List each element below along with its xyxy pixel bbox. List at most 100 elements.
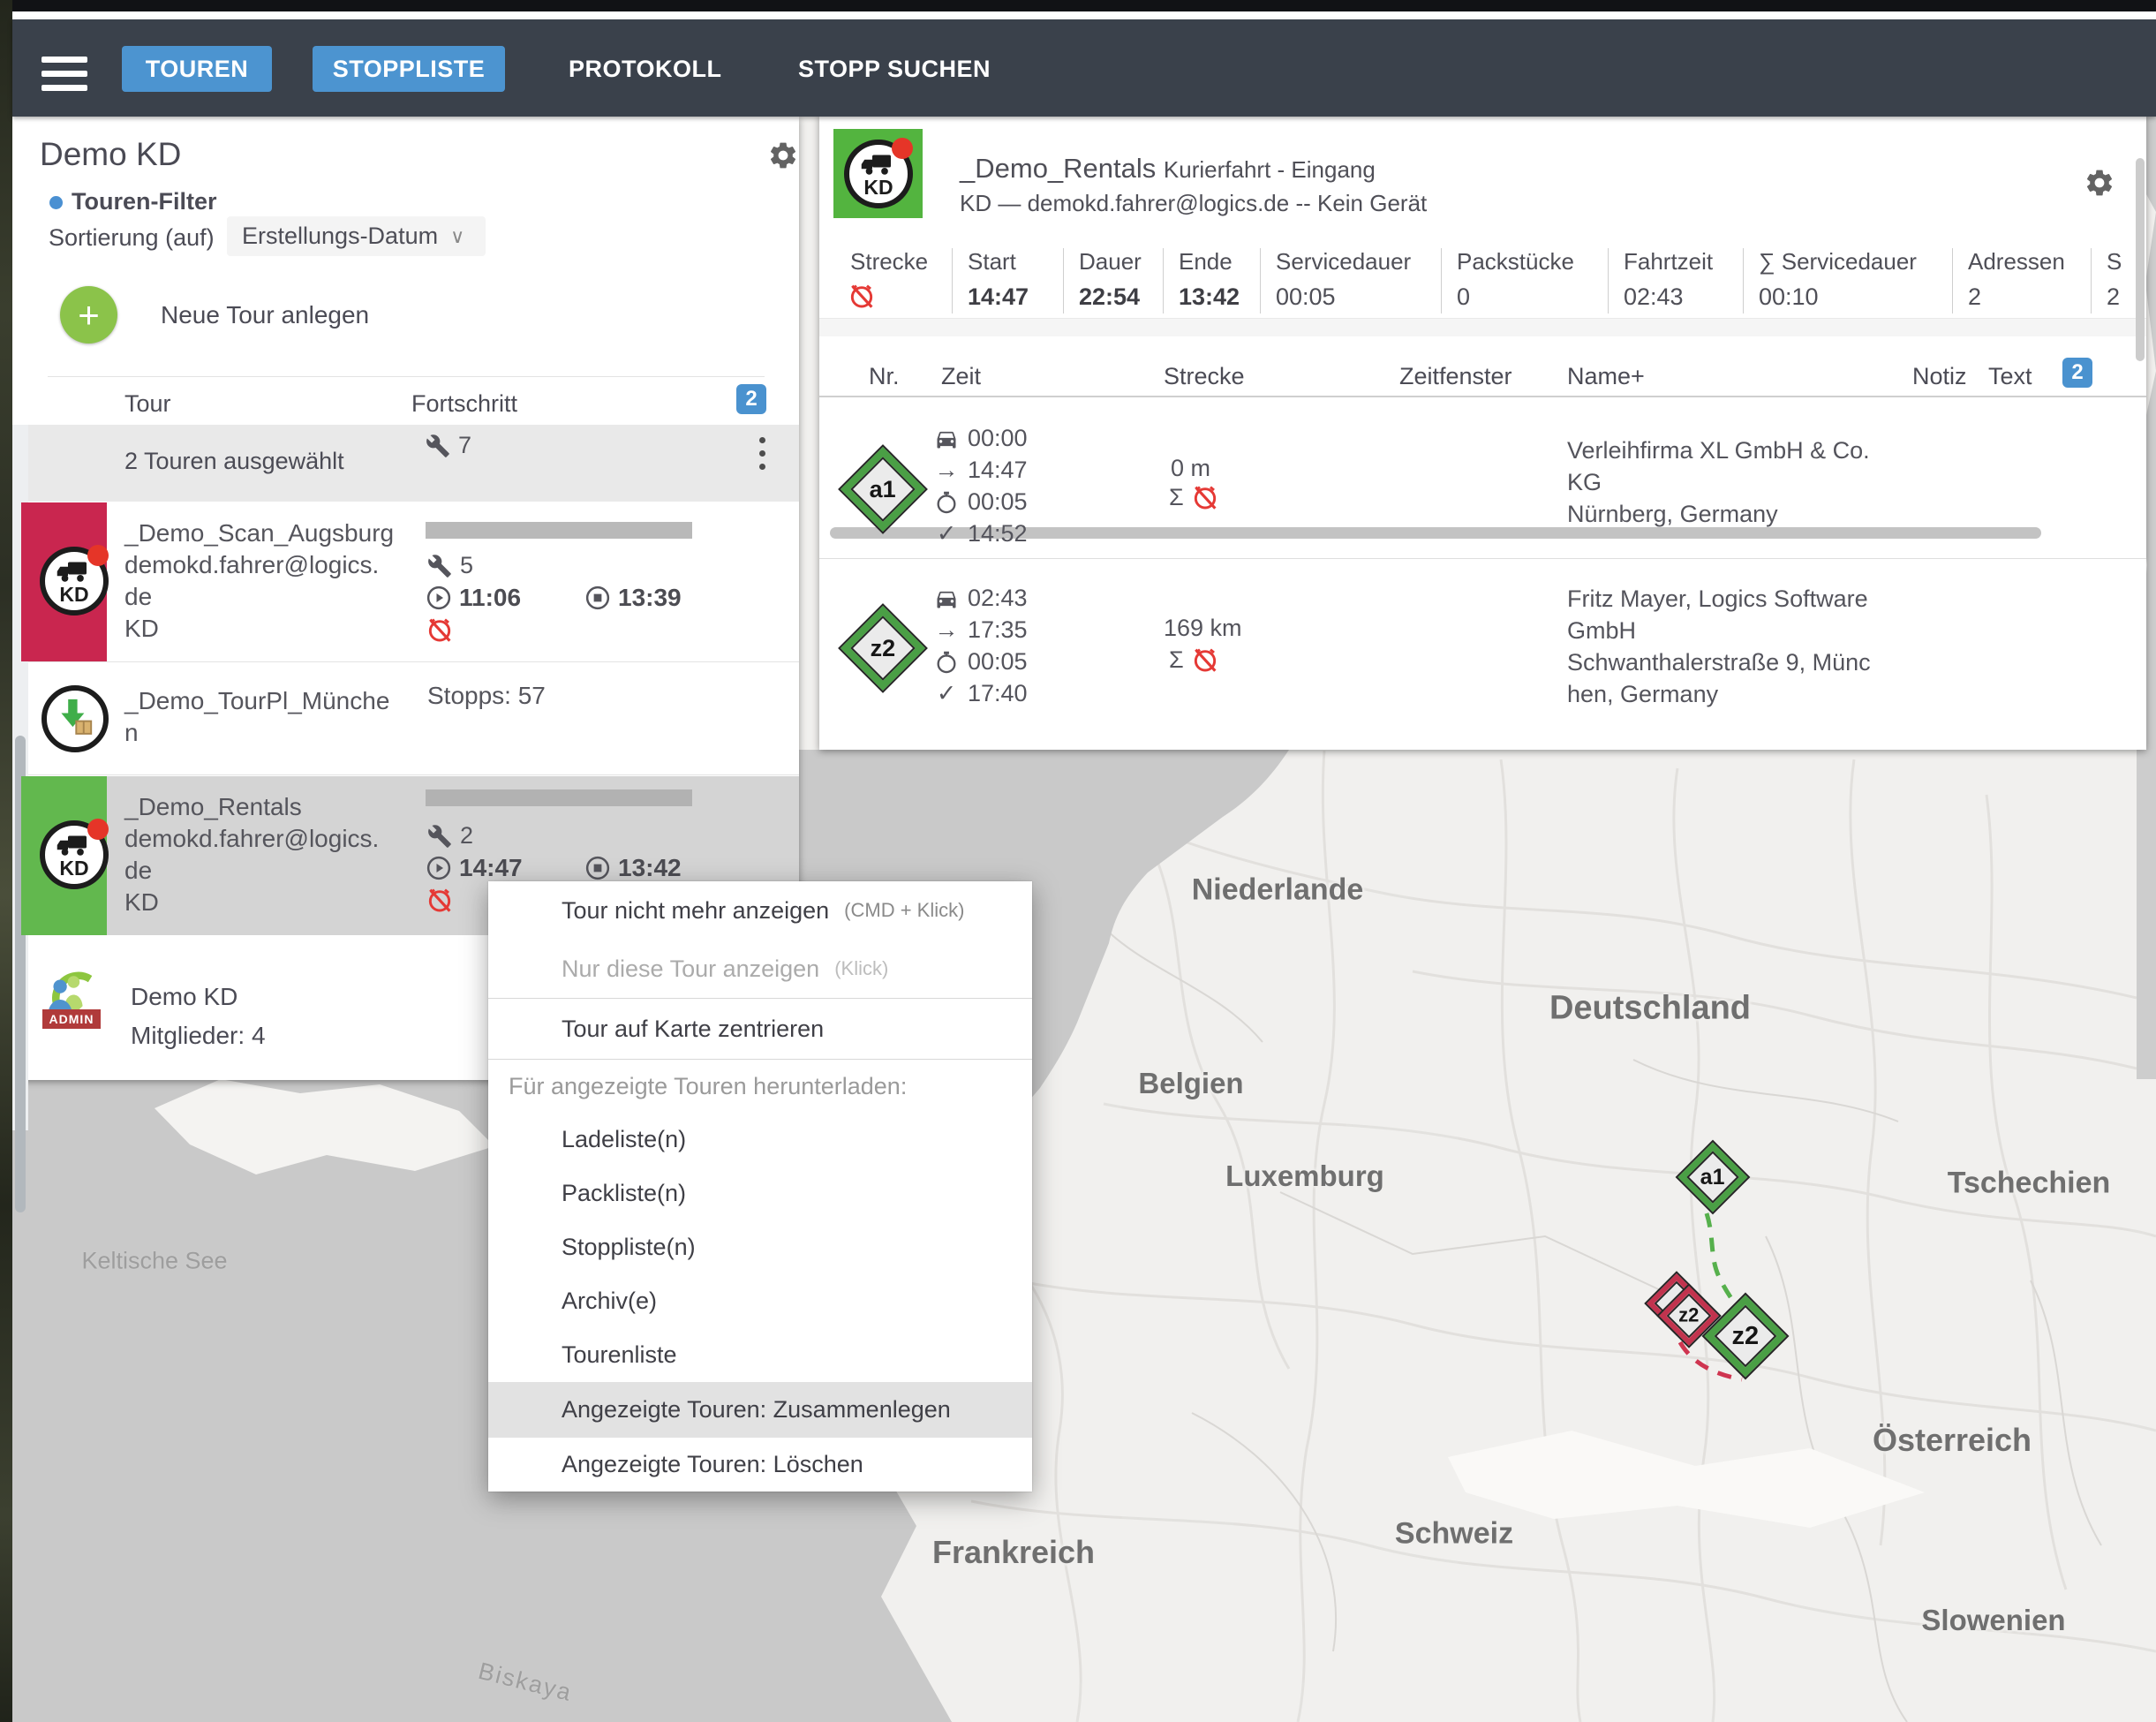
stop-name-line: Nürnberg, Germany [1567,501,1778,527]
alert-dot [87,819,109,840]
hamburger-menu-icon[interactable] [41,57,87,94]
col-zeit: Zeit [941,363,982,389]
settings-gear-icon[interactable] [767,140,799,171]
main-navbar: TOUREN STOPPLISTE PROTOKOLL STOPP SUCHEN [12,19,2156,117]
member-count: Mitglieder: 4 [131,1022,266,1049]
map-label-oesterreich: Österreich [1872,1422,2032,1458]
end-time: 13:39 [584,584,682,612]
tab-protokoll[interactable]: PROTOKOLL [569,55,722,82]
tab-touren[interactable]: TOUREN [122,46,272,92]
car-icon [937,591,956,608]
sigma-icon: Σ [1169,483,1184,510]
stat-sum-servicedauer: ∑ Servicedauer 00:10 [1744,248,1953,313]
selection-summary-row[interactable]: 2 Touren ausgewählt 7 [28,425,799,502]
divider [819,558,2146,559]
stop-distance: 169 km [1164,615,1242,641]
settings-gear-icon[interactable] [2084,167,2115,199]
tour-count-badge[interactable]: 2 [736,384,766,414]
stat-strecke: Strecke [835,248,953,313]
alert-dot [87,545,109,566]
menu-item-show-only-tour[interactable]: Nur diese Tour anzeigen (Klick) [562,955,889,982]
stop-name-line: KG [1567,469,1602,495]
stop-distance: 0 m [1171,455,1211,481]
selection-label: 2 Touren ausgewählt [124,448,344,474]
stopwatch-icon [937,491,956,513]
stop-name-line: hen, Germany [1567,681,1719,707]
import-tour-icon [41,685,109,752]
menu-item-archiv[interactable]: Archiv(e) [562,1288,658,1314]
drive-time: 02:43 [934,585,1028,612]
tour-row-demo-scan-augsburg[interactable]: KD _Demo_Scan_Augsburg demokd.fahrer@logi… [21,502,799,661]
add-tour-label[interactable]: Neue Tour anlegen [161,301,370,329]
menu-item-packliste[interactable]: Packliste(n) [562,1180,687,1206]
tab-stoppliste[interactable]: STOPPLISTE [313,46,505,92]
stat-adressen: Adressen 2 [1953,248,2092,313]
menu-item-ladeliste[interactable]: Ladeliste(n) [562,1126,687,1152]
col-nr: Nr. [869,363,900,389]
map-alps [1448,1431,1925,1528]
menu-item-merge-tours[interactable]: Angezeigte Touren: Zusammenlegen [488,1382,1032,1438]
wrench-count: 7 [426,432,471,459]
start-time: 11:06 [426,584,521,612]
menu-item-stoppliste[interactable]: Stoppliste(n) [562,1234,696,1260]
tour-context-menu: Tour nicht mehr anzeigen (CMD + Klick) N… [488,881,1032,1492]
progress-bar [426,522,692,539]
tour-row-demo-tourpl-muenchen[interactable]: _Demo_TourPl_Münche n Stopps: 57 [28,666,799,774]
add-tour-button[interactable]: + [60,286,117,344]
horizontal-scrollbar-track[interactable] [819,318,2146,539]
alarm-off-icon [1194,486,1217,510]
sum-alarm: Σ [1169,646,1219,674]
map-label-slowenien: Slowenien [1921,1604,2066,1636]
col-text: Text [1988,363,2032,389]
service-time: 00:05 [934,648,1028,676]
admin-badge: ADMIN [42,1009,101,1029]
stat-servicedauer: Servicedauer 00:05 [1261,248,1442,313]
map-land-england [155,1079,494,1174]
alarm-off-icon [428,618,451,642]
horizontal-scrollbar-thumb[interactable] [830,527,2041,539]
tab-stopp-suchen[interactable]: STOPP SUCHEN [798,55,991,82]
arrival-time: → 14:47 [934,457,1028,483]
wrench-count: 2 [427,822,473,850]
map-label-deutschland: Deutschland [1549,989,1752,1027]
menu-divider [488,998,1032,999]
stop-count-badge[interactable]: 2 [2062,358,2092,388]
touren-filter-label[interactable]: Touren-Filter [72,188,217,215]
admin-logo-icon: ADMIN [41,965,101,1029]
col-strecke: Strecke [1164,363,1245,389]
play-circle-icon [426,585,451,610]
map-label-luxemburg: Luxemburg [1225,1159,1384,1192]
detail-subtitle: Kurierfahrt - Eingang [1163,156,1376,183]
play-circle-icon [426,856,451,880]
truck-kd-avatar: KD [40,819,109,889]
alarm-off-icon [1194,648,1217,672]
sort-dropdown[interactable]: Erstellungs-Datum ∨ [227,216,486,256]
check-icon: ✓ [936,520,957,547]
menu-item-hide-tour[interactable]: Tour nicht mehr anzeigen (CMD + Klick) [562,896,965,924]
tour-list-panel: Demo KD Touren-Filter Sortierung (auf) E… [12,117,799,1212]
tour-name-block: _Demo_TourPl_Münche n [124,687,390,746]
chevron-down-icon: ∨ [450,224,465,247]
stops-count: Stopps: 57 [427,682,546,709]
menu-item-tourenliste[interactable]: Tourenliste [562,1341,677,1368]
arrow-right-icon: → [934,616,959,643]
arrow-right-icon: → [934,457,959,483]
stop-circle-icon [585,585,610,610]
tour-name-block: _Demo_Scan_Augsburg demokd.fahrer@logics.… [124,519,395,642]
col-notiz: Notiz [1912,363,1967,389]
done-time: ✓ 14:52 [934,520,1028,548]
truck-kd-avatar: KD [844,138,913,208]
col-zeitfenster: Zeitfenster [1399,363,1512,389]
map-label-tschechien: Tschechien [1947,1166,2111,1200]
filter-active-dot [49,196,63,209]
service-time: 00:05 [934,488,1028,516]
vertical-scrollbar-thumb[interactable] [2136,158,2145,361]
tour-avatar: KD [833,129,923,218]
stat-dauer: Dauer 22:54 [1064,248,1164,313]
menu-item-delete-tours[interactable]: Angezeigte Touren: Löschen [562,1451,863,1477]
stop-name-line: Verleihfirma XL GmbH & Co. [1567,437,1870,464]
detail-title: _Demo_Rentals Kurierfahrt - Eingang [960,153,1376,184]
menu-item-center-on-map[interactable]: Tour auf Karte zentrieren [562,1015,825,1042]
background-photo-strip [0,0,12,1722]
